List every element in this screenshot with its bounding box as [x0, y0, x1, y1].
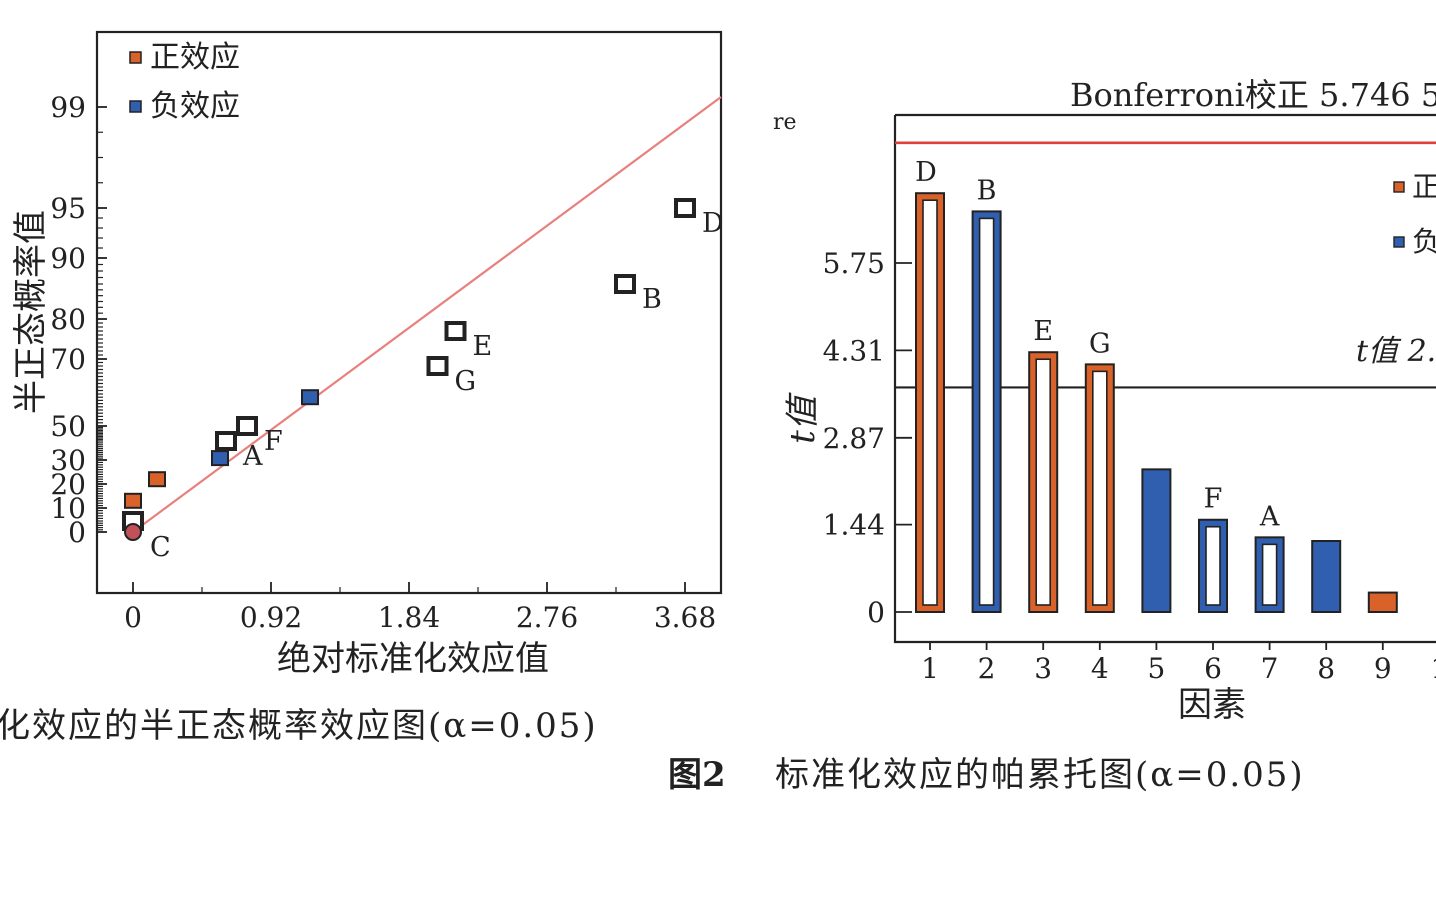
left-x-ticks: 0 0.92 1.84 2.76 3.68: [124, 582, 716, 634]
pareto-bar-label: D: [915, 157, 937, 188]
left-y-tick-label: 90: [50, 242, 86, 275]
right-legend-negative-swatch: [1393, 236, 1405, 248]
right-legend-positive-swatch: [1393, 181, 1405, 193]
pareto-bar: [1141, 468, 1172, 613]
left-y-tick-label: 0: [68, 516, 86, 549]
scatter-point: [215, 431, 237, 451]
scatter-point: [124, 492, 142, 509]
right-x-ticks: 1 2 3 4 5 6 7 8 9 1: [921, 642, 1436, 685]
left-x-axis-label: 绝对标准化效应值: [277, 639, 549, 679]
scatter-point: [124, 523, 142, 541]
left-y-tick-label: 30: [50, 444, 86, 477]
right-y-tick-label: 2.87: [823, 422, 885, 455]
right-y-tick-label: 1.44: [823, 509, 885, 542]
pareto-bar-label: E: [1033, 316, 1053, 347]
left-y-tick-label: 70: [50, 343, 86, 376]
legend-positive-swatch: [129, 51, 142, 64]
left-x-tick-label: 0.92: [240, 601, 302, 634]
scatter-point: [444, 321, 467, 341]
left-y-tick-label: 20: [50, 468, 86, 501]
pareto-bar-label: A: [1259, 501, 1280, 532]
right-y-tick-label: 4.31: [823, 334, 885, 367]
right-x-tick-label: 1: [1430, 652, 1436, 685]
pareto-bar-inner: [1261, 543, 1278, 606]
pareto-chart: re D B E G F A 0 1.44 2.87 4.31 5.75 1 2 3 4 5 6 7 8 9 1 B…: [773, 76, 1436, 725]
fit-line: [132, 96, 722, 533]
scatter-point-label: C: [150, 532, 171, 563]
t-value-label: t值 2.1: [1356, 334, 1436, 369]
right-y-tick-label: 5.75: [823, 247, 885, 280]
scatter-point-label: D: [702, 208, 724, 239]
left-x-tick-label: 3.68: [654, 601, 716, 634]
right-x-tick-label: 2: [978, 652, 996, 685]
scatter-point: [148, 471, 166, 488]
scatter-point: [236, 416, 258, 436]
right-x-tick-label: 8: [1317, 652, 1335, 685]
pareto-bar-label: G: [1089, 328, 1111, 359]
right-legend-positive-label: 正: [1412, 170, 1436, 203]
pareto-bar-inner: [1092, 370, 1108, 606]
corner-fragment-text: re: [773, 110, 797, 135]
scatter-point-label: E: [473, 331, 493, 362]
pareto-bar: [1367, 591, 1398, 614]
bonferroni-label: Bonferroni校正 5.746 51: [1070, 76, 1436, 114]
pareto-bar-inner: [1205, 525, 1221, 606]
left-x-tick-label: 0: [124, 601, 142, 634]
right-x-tick-label: 6: [1204, 652, 1222, 685]
right-x-axis-label: 因素: [1178, 685, 1246, 725]
scatter-point: [674, 198, 696, 218]
pareto-bar-inner: [922, 199, 938, 606]
right-x-tick-label: 3: [1034, 652, 1052, 685]
scatter-point: [614, 274, 636, 294]
right-caption-text: 标准化效应的帕累托图(α=0.05): [775, 755, 1305, 795]
left-y-tick-label: 99: [50, 91, 86, 124]
left-y-tick-label: 80: [50, 303, 86, 336]
right-legend-negative-label: 负: [1412, 225, 1436, 258]
pareto-bar-inner: [1035, 358, 1051, 606]
pareto-bar: [1311, 539, 1342, 613]
scatter-point: [426, 356, 449, 376]
right-x-tick-label: 4: [1091, 652, 1109, 685]
legend-negative-swatch: [129, 100, 142, 113]
pareto-bar-label: F: [1204, 484, 1223, 515]
scatter-point-label: A: [242, 441, 263, 472]
right-caption-prefix: 图2: [668, 755, 726, 795]
pareto-bar-inner: [978, 217, 995, 606]
left-y-tick-label: 50: [50, 410, 86, 443]
right-y-ticks: 0 1.44 2.87 4.31 5.75: [823, 247, 912, 629]
right-x-tick-label: 5: [1147, 652, 1165, 685]
right-x-tick-label: 7: [1261, 652, 1279, 685]
legend-negative-label: 负效应: [150, 89, 240, 124]
scatter-point: [211, 450, 229, 467]
left-y-axis-label: 半正态概率值: [11, 210, 51, 414]
scatter-point-label: F: [264, 426, 283, 457]
left-y-tick-label: 10: [50, 492, 86, 525]
right-y-axis-label: t值: [783, 392, 823, 444]
scatter-point-label: G: [455, 366, 477, 397]
scatter-point: [301, 389, 319, 406]
scatter-points: D B EG FA C: [122, 198, 724, 563]
right-y-tick-label: 0: [867, 596, 885, 629]
left-x-tick-label: 1.84: [378, 601, 440, 634]
pareto-bar-label: B: [977, 175, 997, 206]
right-x-tick-label: 9: [1374, 652, 1392, 685]
right-plot-frame: [893, 113, 1436, 644]
pareto-bars: D B E G F A: [915, 157, 1398, 614]
legend-positive-label: 正效应: [150, 40, 240, 75]
left-x-tick-label: 2.76: [516, 601, 578, 634]
left-y-tick-label: 95: [50, 192, 86, 225]
left-caption: 化效应的半正态概率效应图(α=0.05): [0, 706, 598, 746]
scatter-point-label: B: [642, 284, 662, 315]
right-x-tick-label: 1: [921, 652, 939, 685]
